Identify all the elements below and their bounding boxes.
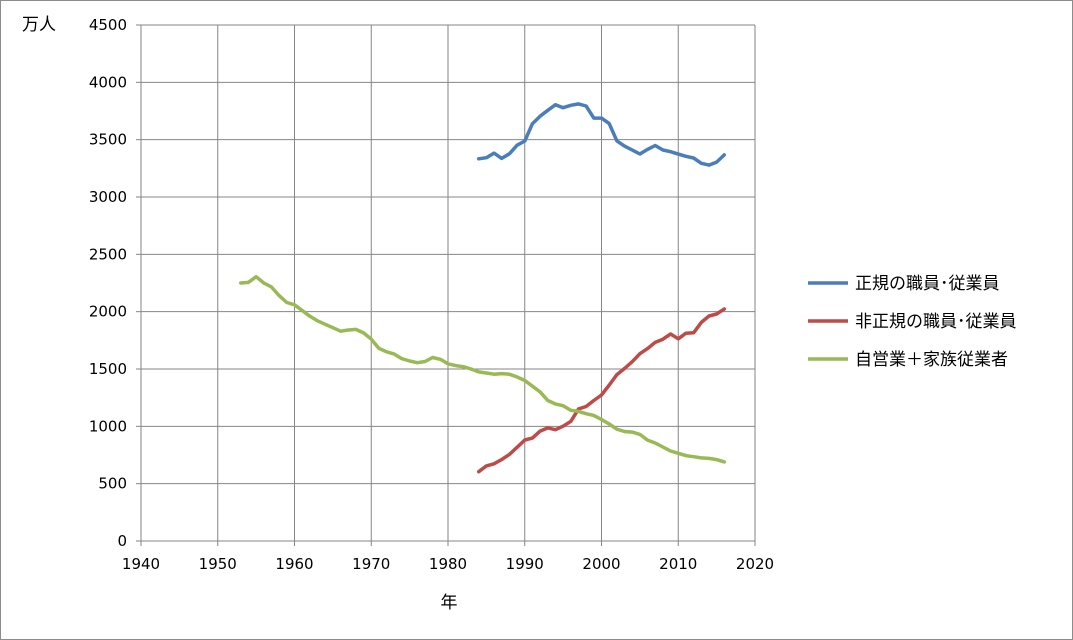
y-tick-label: 500	[98, 475, 127, 493]
y-tick-label: 0	[117, 532, 127, 550]
x-tick-label: 2010	[659, 555, 697, 573]
legend-label-1: 正規の職員･従業員	[855, 274, 1000, 294]
y-tick-label: 1500	[89, 360, 127, 378]
series-lines	[239, 102, 727, 474]
y-tick-label: 3500	[89, 131, 127, 149]
series-line-3	[239, 274, 727, 464]
gridlines	[140, 24, 756, 542]
y-tick-label: 4000	[89, 73, 127, 91]
y-tick-label: 3000	[89, 188, 127, 206]
x-tick-label: 2000	[582, 555, 620, 573]
x-axis-title: 年	[441, 593, 458, 613]
y-tick-label: 2500	[89, 245, 127, 263]
x-tick-label: 1950	[199, 555, 237, 573]
y-tick-label: 1000	[89, 417, 127, 435]
x-tick-label: 1980	[429, 555, 467, 573]
legend-label-3: 自営業＋家族従業者	[855, 350, 1008, 370]
x-tick-labels: 1940 1950 1960 1970 1980 1990 2000 2010 2020	[122, 555, 774, 573]
x-tick-label: 2020	[736, 555, 774, 573]
y-tick-label: 4500	[89, 16, 127, 34]
axes	[136, 24, 756, 546]
series-line-1	[476, 102, 727, 167]
x-tick-label: 1990	[506, 555, 544, 573]
legend-label-2: 非正規の職員･従業員	[855, 312, 1017, 332]
x-tick-label: 1970	[352, 555, 390, 573]
y-axis-title: 万人	[22, 15, 56, 35]
y-tick-label: 2000	[89, 303, 127, 321]
x-tick-label: 1960	[275, 555, 313, 573]
x-tick-label: 1940	[122, 555, 160, 573]
y-tick-labels: 0 500 1000 1500 2000 2500 3000 3500 4000 4500	[89, 16, 127, 550]
series-line-2	[476, 307, 727, 474]
